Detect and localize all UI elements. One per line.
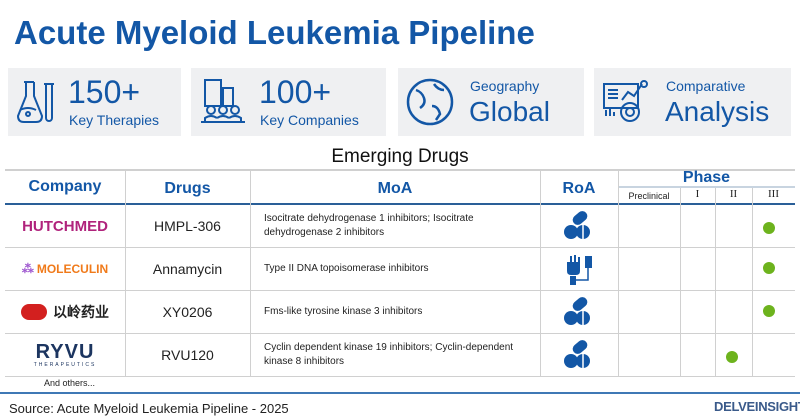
oral-pill-icon: [564, 297, 590, 325]
table-top-border: [5, 169, 795, 171]
card-value: 100+: [259, 74, 332, 110]
globe-icon: [406, 78, 454, 126]
drug-name: XY0206: [162, 304, 213, 320]
header-phase: Phase: [682, 169, 731, 186]
row-divider: [5, 290, 795, 291]
oral-pill-icon: [564, 340, 590, 368]
drug-name: Annamycin: [152, 261, 223, 277]
and-others-note: And others...: [44, 378, 96, 388]
header-phase-1: I: [695, 188, 700, 200]
phase-dot: [763, 305, 775, 317]
company-logo-yiling: 以岭药业: [5, 291, 125, 333]
oral-pill-icon: [564, 211, 590, 239]
card-label: Geography: [470, 78, 540, 94]
company-name: 以岭药业: [53, 304, 109, 320]
moa-text: Fms-like tyrosine kinase 3 inhibitors: [264, 306, 423, 317]
card-value: Global: [469, 96, 550, 127]
moa-text: Cyclin dependent kinase 19 inhibitors; C…: [264, 342, 514, 367]
col-divider: [680, 188, 681, 376]
phase-dot: [763, 262, 775, 274]
analysis-icon: [603, 80, 648, 122]
card-key-therapies: 150+ Key Therapies: [8, 68, 181, 136]
phase-dot: [726, 351, 738, 363]
card-label: Comparative: [666, 78, 746, 94]
header-divider: [5, 203, 795, 205]
col-divider: [540, 170, 541, 376]
col-divider: [250, 170, 251, 376]
companies-icon: [201, 79, 245, 123]
card-label: Key Companies: [260, 112, 359, 128]
card-value: Analysis: [665, 96, 770, 127]
card-key-companies: 100+ Key Companies: [191, 68, 386, 136]
header-preclinical: Preclinical: [628, 191, 670, 201]
header-phase-3: III: [768, 188, 779, 200]
row-divider: [5, 333, 795, 334]
header-moa: MoA: [377, 180, 413, 197]
card-value: 150+: [68, 74, 141, 110]
page-title: Acute Myeloid Leukemia Pipeline: [14, 14, 535, 51]
col-divider: [752, 188, 753, 376]
company-name: RYVU: [35, 341, 95, 363]
section-title: Emerging Drugs: [331, 146, 469, 167]
phase-dot: [763, 222, 775, 234]
company-subtitle: THERAPEUTICS: [33, 362, 97, 368]
intravenous-icon: [567, 255, 592, 285]
card-analysis: Comparative Analysis: [594, 68, 791, 136]
moa-text: Type II DNA topoisomerase inhibitors: [264, 263, 429, 274]
footer-line: [0, 392, 800, 394]
source-note: Source: Acute Myeloid Leukemia Pipeline …: [9, 401, 289, 416]
header-roa: RoA: [562, 180, 596, 197]
col-divider: [715, 188, 716, 376]
col-divider: [125, 170, 126, 376]
header-drugs: Drugs: [164, 180, 211, 197]
drug-name: RVU120: [161, 347, 214, 363]
company-name: MOLECULIN: [36, 262, 109, 276]
header-company: Company: [28, 178, 102, 195]
company-logo-ryvu: RYVU THERAPEUTICS: [5, 334, 125, 376]
row-divider: [5, 376, 795, 377]
yiling-mark-icon: [21, 304, 47, 320]
company-logo-moleculin: ⁂ MOLECULIN: [5, 248, 125, 290]
card-label: Key Therapies: [69, 112, 160, 128]
drug-name: HMPL-306: [154, 218, 221, 234]
col-divider: [618, 170, 619, 376]
flask-icon: [16, 81, 54, 123]
molecule-icon: ⁂: [21, 262, 34, 276]
header-phase-2: II: [729, 188, 738, 200]
phase-divider: [618, 186, 795, 188]
company-logo-hutchmed: HUTCHMED: [22, 217, 108, 235]
row-divider: [5, 247, 795, 248]
delveinsight-logo: DELVEINSIGHT: [714, 399, 800, 414]
moa-text: Isocitrate dehydrogenase 1 inhibitors; I…: [264, 213, 474, 238]
card-geography: Geography Global: [398, 68, 584, 136]
